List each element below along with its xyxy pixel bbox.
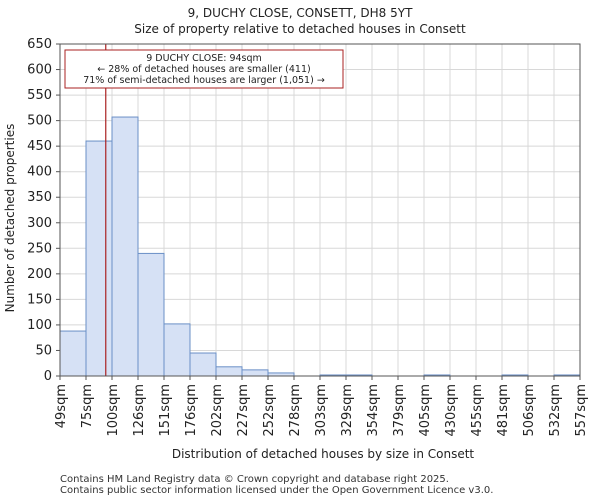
- x-tick-label-278sqm: 278sqm: [288, 384, 303, 437]
- x-tick-label-100sqm: 100sqm: [106, 384, 121, 437]
- x-tick-labels: 49sqm 75sqm 100sqm 126sqm 151sqm 176sqm 202sqm…: [54, 376, 589, 437]
- x-tick-label-49sqm: 49sqm: [54, 384, 69, 428]
- y-tick-label-600: 600: [27, 63, 52, 78]
- x-tick-label-481sqm: 481sqm: [496, 384, 511, 437]
- x-tick-label-202sqm: 202sqm: [210, 384, 225, 437]
- x-tick-label-75sqm: 75sqm: [80, 384, 95, 428]
- bar-151sqm: [163, 323, 191, 377]
- annotation-line-2: ← 28% of detached houses are smaller (41…: [97, 64, 310, 75]
- annotation-line-3: 71% of semi-detached houses are larger (…: [83, 75, 325, 86]
- y-tick-label-200: 200: [27, 267, 52, 282]
- x-tick-label-354sqm: 354sqm: [366, 384, 381, 437]
- x-tick-label-303sqm: 303sqm: [314, 384, 329, 437]
- y-tick-label-550: 550: [27, 88, 52, 103]
- x-tick-label-557sqm: 557sqm: [574, 384, 589, 437]
- annotation-box: 9 DUCHY CLOSE: 94sqm← 28% of detached ho…: [64, 49, 344, 89]
- x-tick-label-379sqm: 379sqm: [392, 384, 407, 437]
- x-tick-label-151sqm: 151sqm: [158, 384, 173, 437]
- y-tick-labels: 0 50 100 150 200 250 300 350 400 450 500 550 600 650: [27, 37, 60, 384]
- y-tick-label-50: 50: [35, 343, 52, 358]
- y-tick-label-650: 650: [27, 37, 52, 52]
- footer-line-1: Contains HM Land Registry data © Crown c…: [60, 474, 449, 485]
- x-tick-label-455sqm: 455sqm: [470, 384, 485, 437]
- y-tick-label-100: 100: [27, 318, 52, 333]
- y-tick-label-150: 150: [27, 292, 52, 307]
- footer-line-2: Contains public sector information licen…: [60, 485, 494, 496]
- x-tick-label-329sqm: 329sqm: [340, 384, 355, 437]
- y-tick-label-350: 350: [27, 190, 52, 205]
- chart-title: 9, DUCHY CLOSE, CONSETT, DH8 5YT: [187, 6, 413, 20]
- y-tick-label-300: 300: [27, 216, 52, 231]
- bar-75sqm: [85, 140, 113, 377]
- y-axis-label: Number of detached properties: [3, 124, 17, 313]
- y-tick-label-500: 500: [27, 114, 52, 129]
- y-tick-label-450: 450: [27, 139, 52, 154]
- bar-202sqm: [215, 366, 243, 377]
- x-tick-label-430sqm: 430sqm: [444, 384, 459, 437]
- bar-100sqm: [111, 116, 139, 377]
- x-tick-label-405sqm: 405sqm: [418, 384, 433, 437]
- x-tick-label-227sqm: 227sqm: [236, 384, 251, 437]
- y-tick-label-400: 400: [27, 165, 52, 180]
- x-tick-label-176sqm: 176sqm: [184, 384, 199, 437]
- annotation-line-1: 9 DUCHY CLOSE: 94sqm: [146, 53, 262, 64]
- x-tick-label-532sqm: 532sqm: [548, 384, 563, 437]
- y-tick-label-0: 0: [44, 369, 52, 384]
- bar-126sqm: [137, 252, 165, 377]
- x-axis-label: Distribution of detached houses by size …: [172, 447, 475, 461]
- chart-subtitle: Size of property relative to detached ho…: [134, 22, 466, 36]
- annotation-frame: [64, 49, 344, 89]
- y-tick-label-250: 250: [27, 241, 52, 256]
- x-tick-label-506sqm: 506sqm: [522, 384, 537, 437]
- bar-176sqm: [189, 352, 217, 377]
- bar-49sqm: [59, 330, 87, 377]
- bar-227sqm: [241, 369, 269, 377]
- x-tick-label-126sqm: 126sqm: [132, 384, 147, 437]
- x-tick-label-252sqm: 252sqm: [262, 384, 277, 437]
